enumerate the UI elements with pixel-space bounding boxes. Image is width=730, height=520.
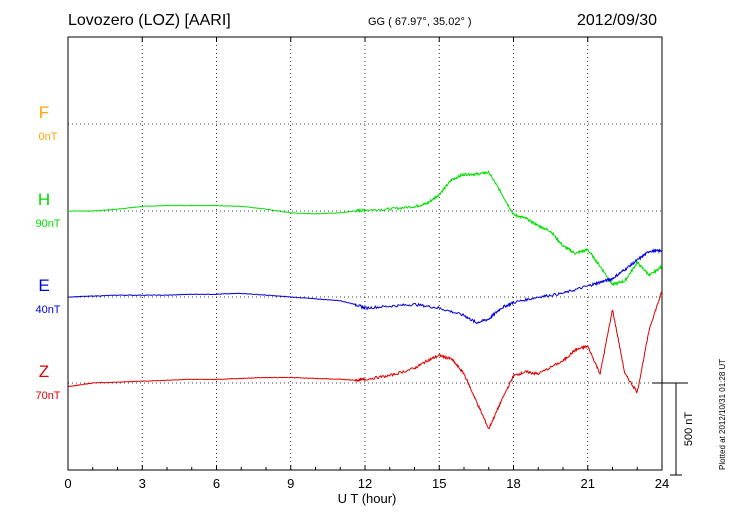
channel-labels: F 0nT H 90nT E 40nT Z 70nT xyxy=(35,103,60,402)
x-tick-label: 15 xyxy=(432,476,446,491)
x-tick-label: 24 xyxy=(655,476,669,491)
x-tick-label: 3 xyxy=(139,476,146,491)
x-axis-ticks: 0 3 6 9 12 15 18 21 24 xyxy=(64,37,669,491)
x-tick-label: 12 xyxy=(358,476,372,491)
scale-bar-label: 500 nT xyxy=(683,412,695,447)
channel-baseline: 90nT xyxy=(35,218,60,230)
channel-name: E xyxy=(38,276,49,295)
channel-baseline: 40nT xyxy=(35,304,60,316)
series-lines xyxy=(67,170,663,430)
x-tick-label: 9 xyxy=(287,476,294,491)
station-coordinates: GG ( 67.97°, 35.02° ) xyxy=(368,16,472,28)
series-line-h xyxy=(68,170,663,287)
x-tick-label: 18 xyxy=(506,476,520,491)
x-tick-label: 6 xyxy=(213,476,220,491)
channel-name: F xyxy=(39,103,49,122)
x-tick-label: 0 xyxy=(64,476,71,491)
chart-title: Lovozero (LOZ) [AARI] xyxy=(68,12,231,29)
series-line-e xyxy=(67,248,663,325)
x-axis-label: U T (hour) xyxy=(338,491,397,506)
channel-baseline: 70nT xyxy=(35,390,60,402)
grid xyxy=(68,37,662,470)
channel-baseline: 0nT xyxy=(39,131,58,143)
x-tick-label: 21 xyxy=(581,476,595,491)
chart-date: 2012/09/30 xyxy=(577,12,658,29)
channel-name: Z xyxy=(39,362,49,381)
series-line-z xyxy=(68,290,663,430)
scale-bar: 500 nT xyxy=(652,382,695,476)
channel-name: H xyxy=(38,190,50,209)
